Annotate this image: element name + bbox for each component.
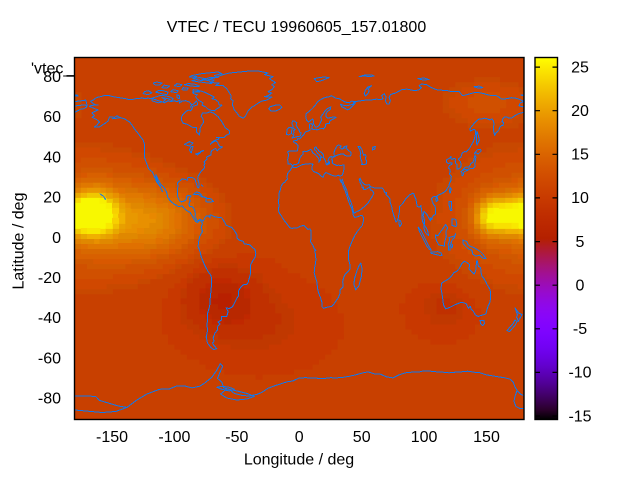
svg-text:-60: -60 — [38, 351, 61, 368]
svg-text:80: 80 — [43, 69, 61, 86]
svg-text:10: 10 — [571, 190, 589, 207]
svg-text:0: 0 — [295, 429, 304, 446]
svg-text:-5: -5 — [573, 321, 587, 338]
svg-text:40: 40 — [43, 149, 61, 166]
svg-text:60: 60 — [43, 109, 61, 126]
svg-text:'vtec_: 'vtec_ — [31, 61, 73, 78]
svg-text:-15: -15 — [568, 408, 591, 425]
svg-text:50: 50 — [353, 429, 371, 446]
svg-text:0: 0 — [52, 230, 61, 247]
svg-text:25: 25 — [571, 59, 589, 76]
svg-text:20: 20 — [571, 103, 589, 120]
svg-text:-100: -100 — [158, 429, 190, 446]
svg-text:20: 20 — [43, 190, 61, 207]
svg-text:-80: -80 — [38, 391, 61, 408]
svg-text:-20: -20 — [38, 270, 61, 287]
svg-text:150: 150 — [473, 429, 500, 446]
svg-text:15: 15 — [571, 147, 589, 164]
svg-text:VTEC / TECU 19960605_157.01800: VTEC / TECU 19960605_157.01800 — [167, 19, 427, 36]
svg-text:100: 100 — [411, 429, 438, 446]
svg-text:-150: -150 — [96, 429, 128, 446]
svg-text:Latitude / deg: Latitude / deg — [11, 193, 28, 290]
svg-text:Longitude / deg: Longitude / deg — [244, 452, 354, 469]
svg-text:-50: -50 — [225, 429, 248, 446]
svg-text:5: 5 — [576, 234, 585, 251]
svg-text:0: 0 — [576, 278, 585, 295]
svg-text:-40: -40 — [38, 310, 61, 327]
svg-text:-10: -10 — [568, 365, 591, 382]
